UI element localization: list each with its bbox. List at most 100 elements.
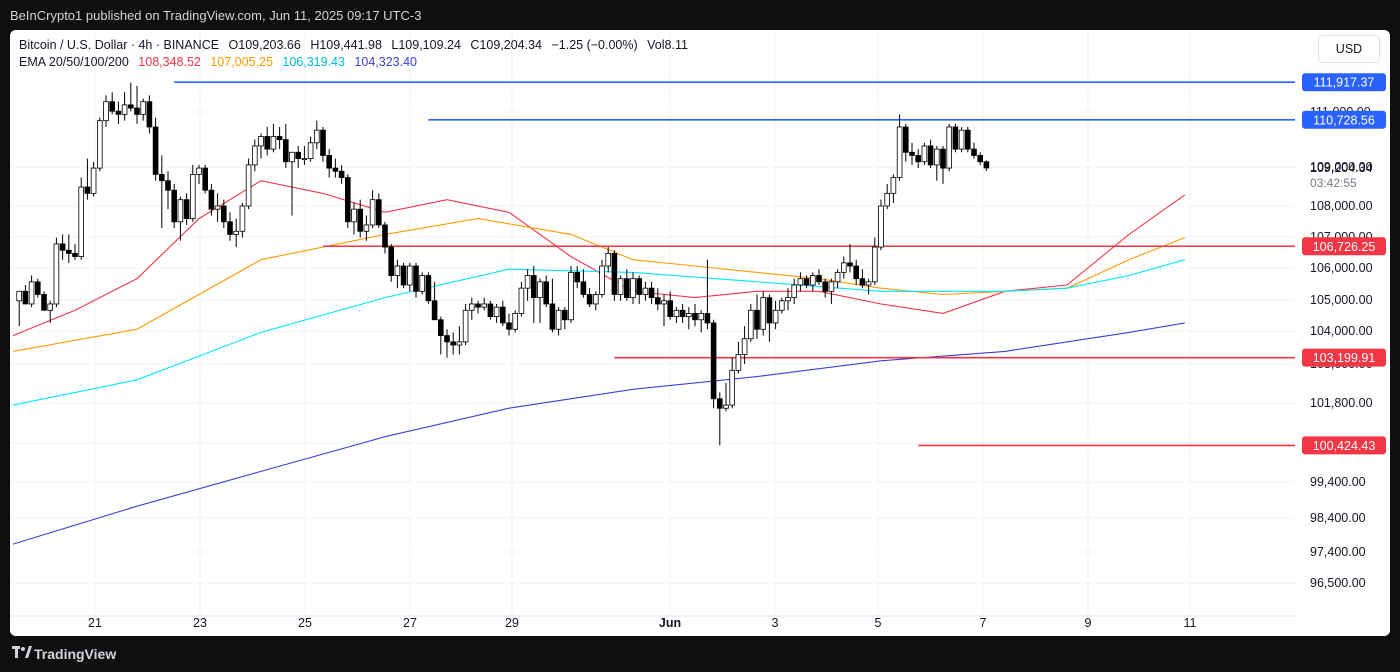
candle-up[interactable] <box>630 278 636 299</box>
candle-down[interactable] <box>59 243 66 251</box>
candle-down[interactable] <box>134 107 140 115</box>
candle-up[interactable] <box>103 101 109 122</box>
candle-down[interactable] <box>903 126 909 153</box>
candle-down[interactable] <box>171 189 178 223</box>
candle-down[interactable] <box>531 275 537 299</box>
candle-up[interactable] <box>258 136 264 147</box>
candle-up[interactable] <box>729 369 735 406</box>
candle-down[interactable] <box>940 148 946 169</box>
price-chart[interactable]: 111,000.00109,000.00108,000.00107,000.00… <box>10 30 1390 636</box>
candle-up[interactable] <box>245 164 252 207</box>
candle-up[interactable] <box>896 126 903 178</box>
chart-panel[interactable]: 111,000.00109,000.00108,000.00107,000.00… <box>10 30 1390 636</box>
candle-up[interactable] <box>865 281 872 286</box>
candle-down[interactable] <box>692 313 698 321</box>
candle-up[interactable] <box>369 199 376 226</box>
candle-down[interactable] <box>344 177 351 223</box>
candle-down[interactable] <box>425 275 432 302</box>
candle-down[interactable] <box>611 252 618 295</box>
candle-down[interactable] <box>400 265 407 286</box>
candle-up[interactable] <box>810 275 816 286</box>
candle-down[interactable] <box>183 199 190 220</box>
candle-down[interactable] <box>152 126 159 175</box>
candle-down[interactable] <box>227 221 233 235</box>
candle-up[interactable] <box>233 230 240 235</box>
candle-down[interactable] <box>41 294 47 311</box>
candle-down[interactable] <box>22 290 29 305</box>
candle-up[interactable] <box>878 205 884 248</box>
candle-up[interactable] <box>661 300 667 305</box>
candle-up[interactable] <box>307 142 314 160</box>
candle-up[interactable] <box>791 284 797 299</box>
candle-up[interactable] <box>394 265 401 276</box>
candle-up[interactable] <box>47 303 53 311</box>
candle-up[interactable] <box>593 294 599 305</box>
candle-down[interactable] <box>332 167 339 172</box>
candle-down[interactable] <box>158 173 165 182</box>
candle-down[interactable] <box>276 136 283 141</box>
candle-up[interactable] <box>890 177 897 194</box>
candle-down[interactable] <box>624 278 630 299</box>
candle-up[interactable] <box>934 148 940 166</box>
candle-up[interactable] <box>462 309 469 343</box>
candle-down[interactable] <box>909 151 915 156</box>
candle-up[interactable] <box>214 205 221 210</box>
currency-button[interactable]: USD <box>1318 35 1380 63</box>
candle-up[interactable] <box>642 287 649 295</box>
candle-down[interactable] <box>952 126 959 150</box>
candle-up[interactable] <box>673 309 680 317</box>
candle-up[interactable] <box>797 278 804 286</box>
candle-down[interactable] <box>859 278 866 286</box>
candle-down[interactable] <box>34 281 41 295</box>
candle-up[interactable] <box>741 338 748 355</box>
candle-down[interactable] <box>165 180 171 191</box>
candle-up[interactable] <box>419 275 425 292</box>
candle-up[interactable] <box>884 192 890 207</box>
candle-up[interactable] <box>196 167 202 175</box>
candle-up[interactable] <box>568 271 574 321</box>
candle-down[interactable] <box>208 189 215 210</box>
candle-up[interactable] <box>785 297 791 302</box>
candle-up[interactable] <box>760 297 766 330</box>
candle-down[interactable] <box>853 265 859 280</box>
candle-down[interactable] <box>549 303 556 330</box>
candle-up[interactable] <box>53 243 60 305</box>
candle-up[interactable] <box>493 306 500 317</box>
candle-up[interactable] <box>524 275 531 289</box>
candle-up[interactable] <box>921 145 928 163</box>
ema-label[interactable]: EMA 20/50/100/200 <box>19 55 129 69</box>
candle-down[interactable] <box>282 139 289 163</box>
candle-down[interactable] <box>413 265 419 292</box>
candle-down[interactable] <box>983 161 990 169</box>
candle-up[interactable] <box>686 313 692 318</box>
candle-down[interactable] <box>444 335 450 343</box>
candle-down[interactable] <box>264 136 271 150</box>
candle-up[interactable] <box>97 120 103 169</box>
candle-down[interactable] <box>562 309 568 321</box>
candle-down[interactable] <box>437 319 444 336</box>
candle-up[interactable] <box>289 151 295 163</box>
candle-up[interactable] <box>841 262 847 273</box>
candle-up[interactable] <box>121 104 128 115</box>
candle-down[interactable] <box>965 129 971 150</box>
candle-down[interactable] <box>506 322 512 330</box>
candle-down[interactable] <box>847 262 853 267</box>
candle-down[interactable] <box>816 275 822 283</box>
candle-down[interactable] <box>357 208 363 232</box>
candle-down[interactable] <box>499 306 506 324</box>
candle-down[interactable] <box>487 303 494 317</box>
candle-up[interactable] <box>313 129 320 144</box>
candle-up[interactable] <box>735 354 742 371</box>
candle-down[interactable] <box>822 281 828 292</box>
candle-up[interactable] <box>90 167 97 194</box>
candle-up[interactable] <box>946 126 952 169</box>
candle-down[interactable] <box>803 278 810 286</box>
candle-down[interactable] <box>320 129 326 156</box>
candle-down[interactable] <box>388 246 394 276</box>
candle-up[interactable] <box>834 271 841 283</box>
candle-up[interactable] <box>617 278 624 295</box>
candle-up[interactable] <box>140 101 147 115</box>
candle-up[interactable] <box>772 309 779 324</box>
candle-down[interactable] <box>543 281 549 305</box>
candle-up[interactable] <box>872 246 878 283</box>
